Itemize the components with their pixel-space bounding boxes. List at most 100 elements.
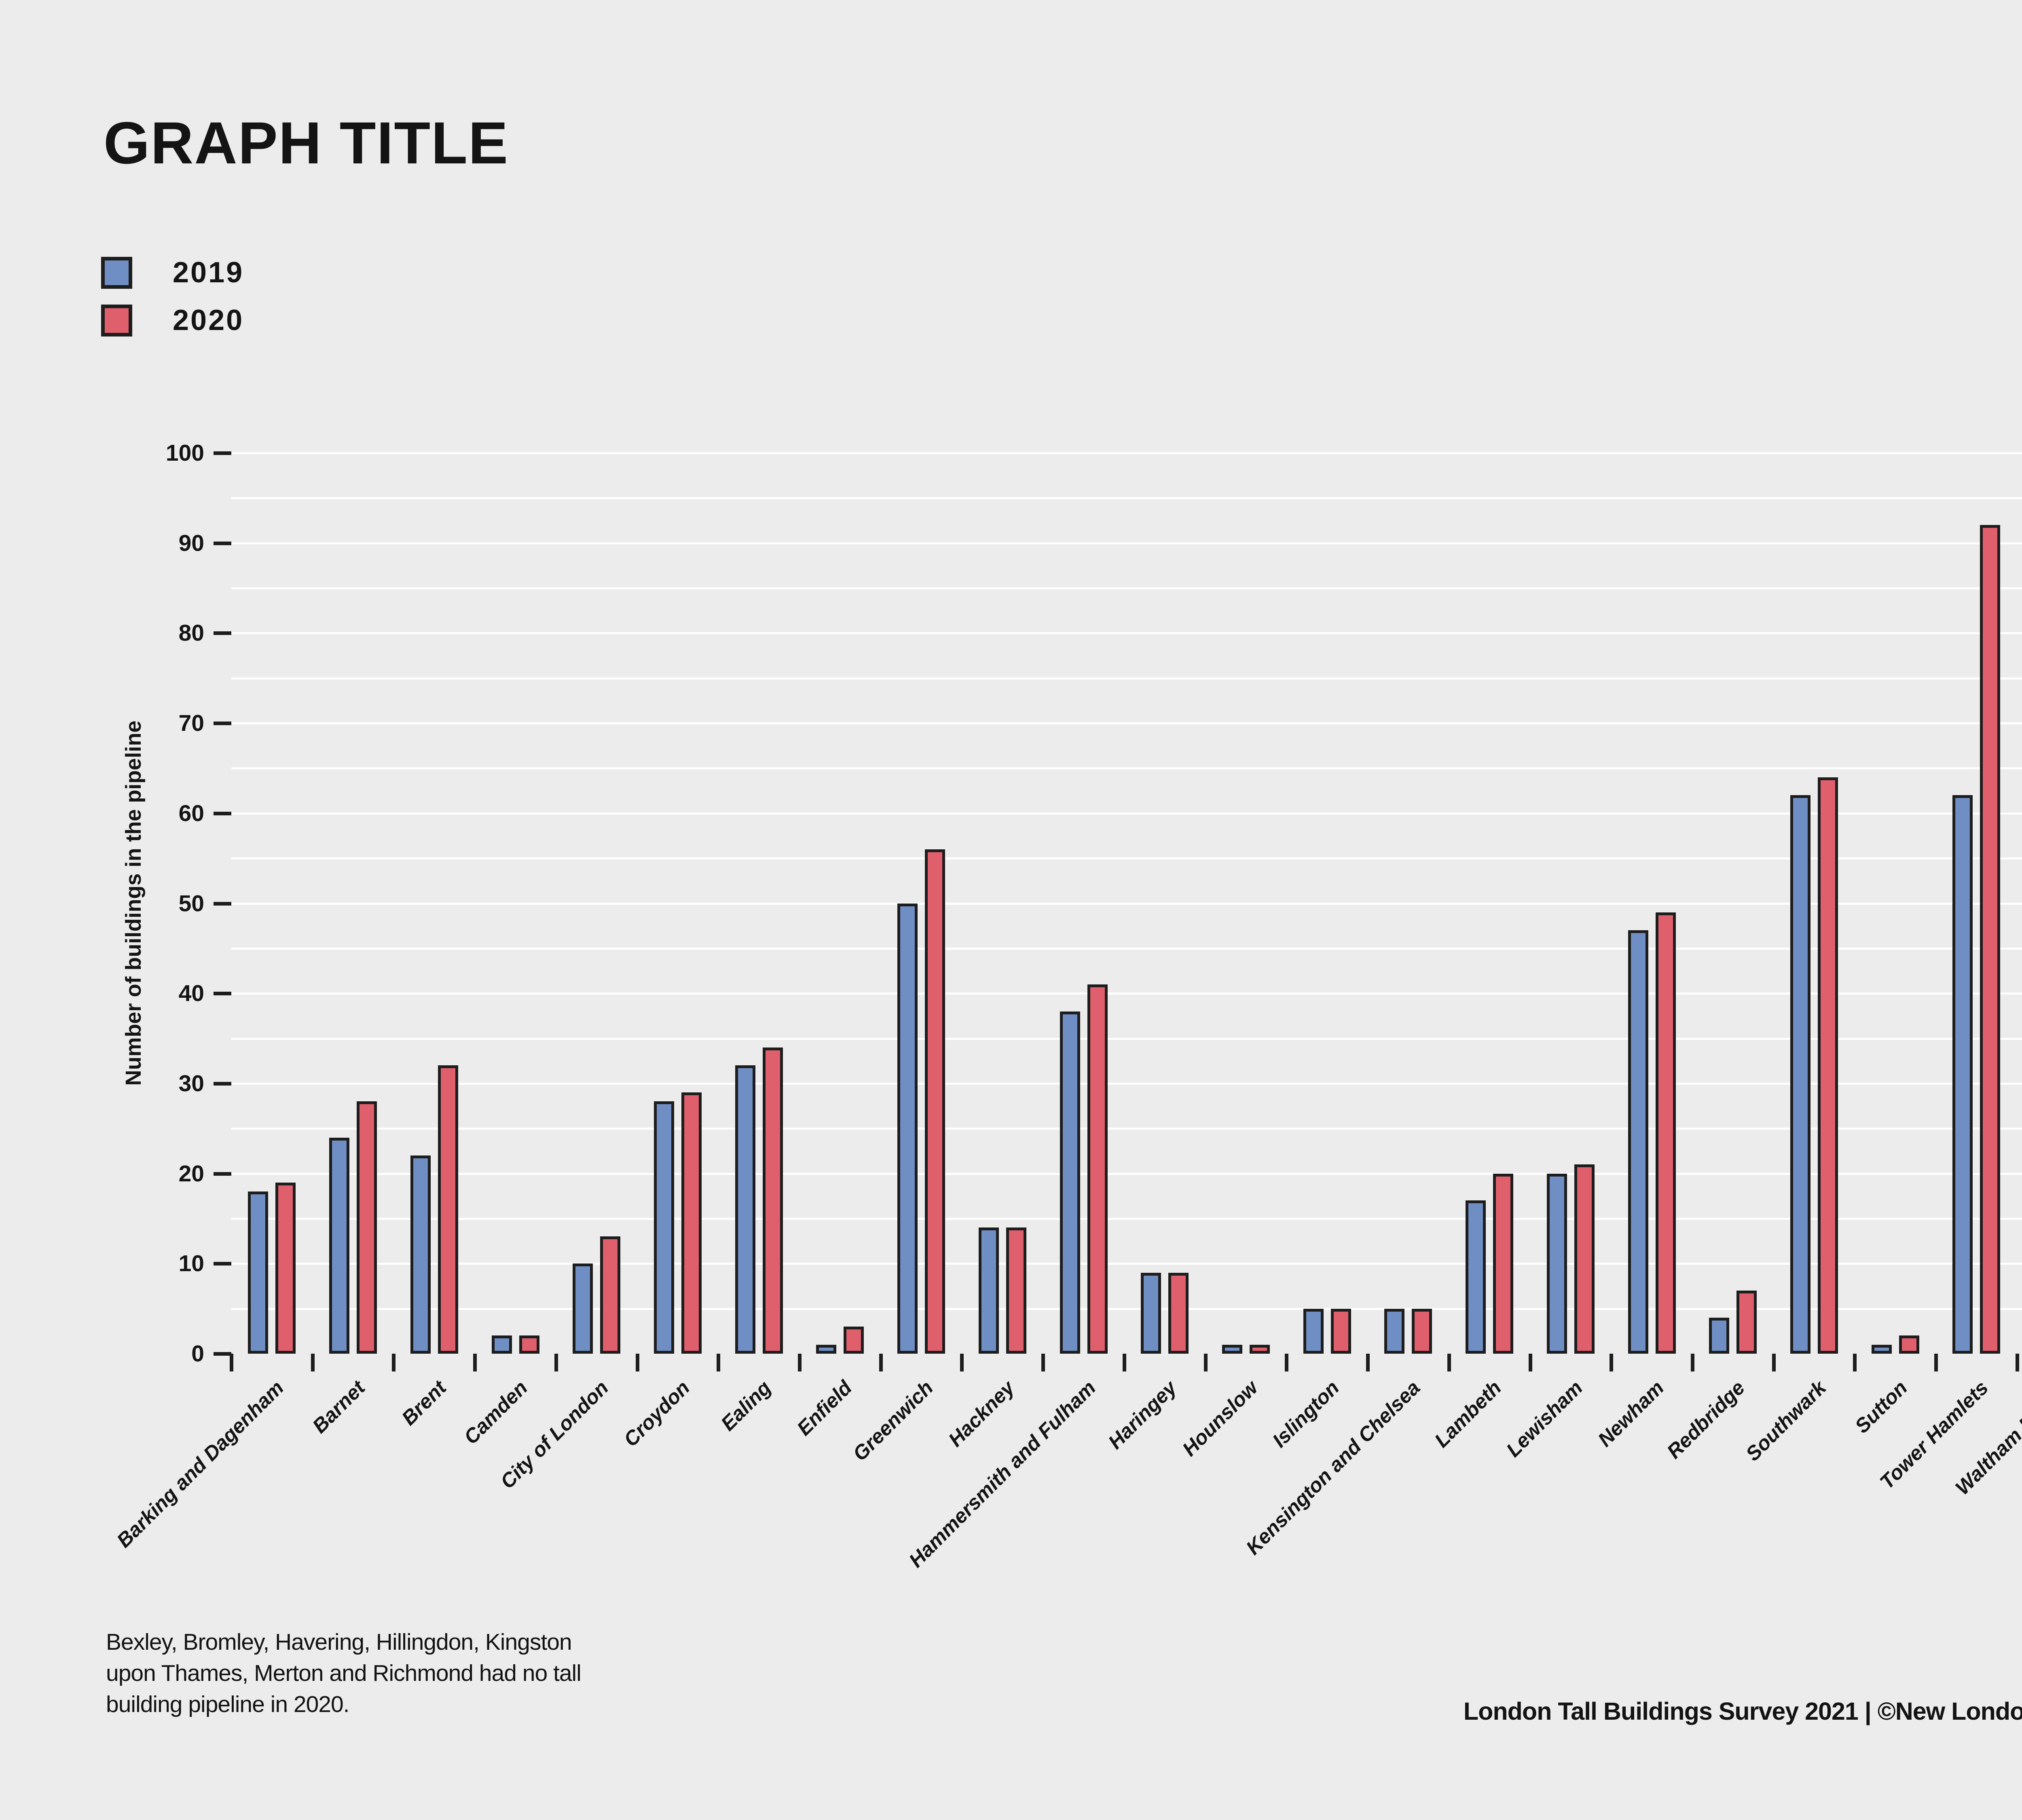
y-tick-left-30: [214, 1081, 231, 1086]
x-label-hounslow: Hounslow: [1178, 1376, 1263, 1461]
y-tick-left-90: [214, 541, 231, 545]
bar-2019-camden: [491, 1335, 512, 1354]
gridline-45: [231, 947, 2022, 950]
x-label-greenwich: Greenwich: [848, 1376, 938, 1466]
bar-2020-enfield: [844, 1327, 864, 1354]
bar-2019-islington: [1303, 1308, 1324, 1354]
x-tick-1: [311, 1354, 315, 1371]
x-tick-16: [1528, 1354, 1532, 1371]
bar-2020-barking-and-dagenham: [275, 1182, 296, 1354]
x-label-ealing: Ealing: [716, 1376, 775, 1435]
bar-2020-city-of-london: [600, 1236, 621, 1354]
x-label-redbridge: Redbridge: [1662, 1376, 1749, 1463]
y-tick-label-left-40: 40: [178, 980, 204, 1007]
bar-2020-kensington-and-chelsea: [1412, 1308, 1432, 1354]
legend-label-2019: 2019: [173, 256, 244, 289]
bar-2019-enfield: [816, 1344, 837, 1354]
y-tick-left-10: [214, 1262, 231, 1266]
bar-2019-lewisham: [1546, 1173, 1567, 1354]
bar-2020-ealing: [762, 1047, 783, 1354]
x-tick-21: [1934, 1354, 1938, 1371]
gridline-95: [231, 497, 2022, 499]
y-tick-left-100: [214, 451, 231, 455]
gridline-85: [231, 587, 2022, 590]
bar-2019-redbridge: [1709, 1317, 1730, 1354]
bar-2020-croydon: [681, 1092, 702, 1354]
y-tick-label-left-80: 80: [178, 620, 204, 646]
y-tick-label-left-20: 20: [178, 1160, 204, 1187]
gridline-30: [231, 1082, 2022, 1085]
bar-2019-tower-hamlets: [1952, 795, 1973, 1354]
gridline-70: [231, 722, 2022, 725]
y-tick-left-0: [214, 1352, 231, 1356]
y-tick-label-left-50: 50: [178, 890, 204, 916]
y-tick-label-left-90: 90: [178, 530, 204, 556]
x-tick-6: [717, 1354, 721, 1371]
bar-2019-barnet: [329, 1137, 350, 1354]
y-tick-label-left-100: 100: [165, 440, 204, 466]
x-label-hackney: Hackney: [944, 1376, 1019, 1451]
gridline-60: [231, 812, 2022, 815]
chart-title: GRAPH TITLE: [104, 110, 509, 176]
x-tick-9: [960, 1354, 964, 1371]
bar-2020-barnet: [357, 1101, 377, 1354]
bar-2020-hackney: [1006, 1227, 1026, 1354]
x-tick-14: [1366, 1354, 1370, 1371]
bar-2019-southwark: [1790, 795, 1811, 1354]
legend-label-2020: 2020: [173, 304, 244, 336]
x-label-camden: Camden: [459, 1376, 532, 1449]
bar-2020-haringey: [1168, 1272, 1189, 1354]
x-label-southwark: Southwark: [1741, 1376, 1831, 1466]
gridline-75: [231, 677, 2022, 679]
bar-2020-lambeth: [1493, 1173, 1514, 1354]
x-tick-2: [392, 1354, 396, 1371]
bar-2020-hounslow: [1250, 1344, 1270, 1354]
gridline-55: [231, 857, 2022, 860]
gridline-10: [231, 1263, 2022, 1265]
y-tick-label-left-30: 30: [178, 1070, 204, 1096]
x-tick-12: [1203, 1354, 1208, 1371]
bar-2020-southwark: [1818, 777, 1838, 1354]
x-tick-11: [1122, 1354, 1126, 1371]
bar-2020-newham: [1655, 912, 1676, 1354]
x-label-islington: Islington: [1268, 1376, 1344, 1452]
bar-2020-redbridge: [1736, 1291, 1757, 1354]
bar-2019-ealing: [735, 1065, 755, 1354]
y-tick-label-left-0: 0: [191, 1341, 204, 1367]
gridline-5: [231, 1308, 2022, 1310]
y-tick-left-50: [214, 902, 231, 906]
gridline-40: [231, 993, 2022, 995]
y-tick-left-70: [214, 722, 231, 726]
gridline-20: [231, 1172, 2022, 1175]
x-label-barnet: Barnet: [308, 1376, 370, 1438]
bar-2020-brent: [438, 1065, 458, 1354]
y-tick-label-left-60: 60: [178, 800, 204, 826]
x-label-haringey: Haringey: [1104, 1376, 1181, 1454]
x-label-kensington-and-chelsea: Kensington and Chelsea: [1242, 1376, 1425, 1559]
bar-2019-barking-and-dagenham: [248, 1191, 269, 1354]
x-tick-8: [879, 1354, 883, 1371]
x-tick-0: [230, 1354, 233, 1371]
bar-2019-lambeth: [1466, 1200, 1486, 1354]
gridline-65: [231, 767, 2022, 770]
bar-2019-croydon: [654, 1101, 674, 1354]
gridline-25: [231, 1128, 2022, 1130]
bar-2020-lewisham: [1574, 1164, 1595, 1354]
gridline-50: [231, 902, 2022, 905]
x-label-enfield: Enfield: [793, 1376, 857, 1440]
bar-2019-sutton: [1871, 1344, 1892, 1354]
gridline-100: [231, 452, 2022, 454]
bar-2020-greenwich: [925, 849, 945, 1354]
legend-item-2020: 2020: [101, 304, 244, 337]
bar-2019-kensington-and-chelsea: [1384, 1308, 1405, 1354]
x-tick-20: [1853, 1354, 1857, 1371]
x-tick-5: [635, 1354, 639, 1371]
x-tick-17: [1610, 1354, 1614, 1371]
bar-2020-hammersmith-and-fulham: [1087, 984, 1108, 1354]
x-label-barking-and-dagenham: Barking and Dagenham: [112, 1376, 288, 1552]
y-tick-left-80: [214, 631, 231, 635]
bar-2020-islington: [1330, 1308, 1351, 1354]
x-tick-3: [473, 1354, 477, 1371]
legend-swatch-2020-icon: [101, 304, 132, 336]
x-label-newham: Newham: [1593, 1376, 1668, 1451]
